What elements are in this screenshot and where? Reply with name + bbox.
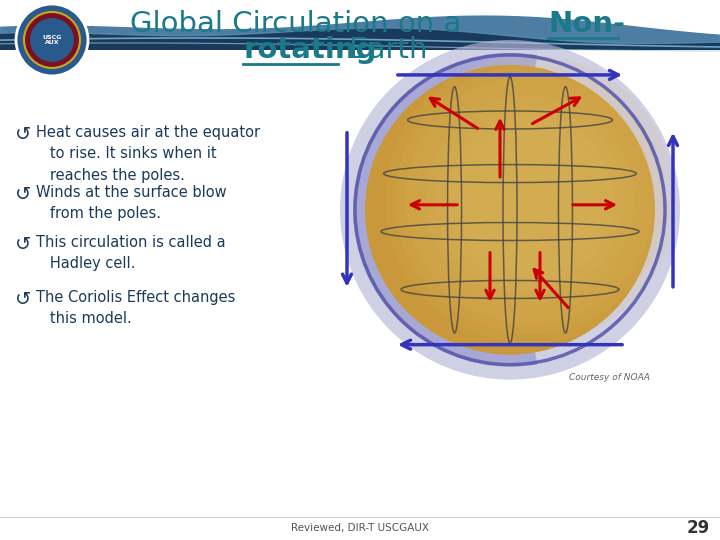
Circle shape — [365, 65, 655, 355]
Text: ↺: ↺ — [15, 125, 32, 144]
Text: The Coriolis Effect changes
   this model.: The Coriolis Effect changes this model. — [36, 290, 235, 326]
Circle shape — [456, 126, 604, 274]
Circle shape — [395, 65, 665, 334]
Wedge shape — [353, 53, 537, 367]
Circle shape — [446, 116, 614, 284]
Text: Reviewed, DIR-T USCGAUX: Reviewed, DIR-T USCGAUX — [291, 523, 429, 534]
Text: Global Circulation on a: Global Circulation on a — [130, 10, 471, 38]
Text: USCG
AUX: USCG AUX — [42, 35, 62, 45]
Text: Heat causes air at the equator
   to rise. It sinks when it
   reaches the poles: Heat causes air at the equator to rise. … — [36, 125, 260, 183]
Circle shape — [426, 96, 634, 304]
Circle shape — [385, 55, 675, 345]
Circle shape — [340, 40, 680, 380]
Circle shape — [24, 12, 80, 68]
Circle shape — [436, 106, 624, 294]
Text: rotating: rotating — [243, 36, 377, 64]
Circle shape — [405, 75, 654, 325]
Text: Courtesy of NOAA: Courtesy of NOAA — [569, 373, 650, 382]
Text: Earth: Earth — [340, 36, 428, 64]
Text: ↺: ↺ — [15, 290, 32, 309]
Text: ↺: ↺ — [15, 235, 32, 254]
Text: ↺: ↺ — [15, 185, 32, 204]
Text: Winds at the surface blow
   from the poles.: Winds at the surface blow from the poles… — [36, 185, 227, 221]
FancyBboxPatch shape — [0, 0, 720, 50]
Circle shape — [16, 4, 88, 76]
Text: 29: 29 — [686, 519, 710, 537]
Circle shape — [30, 18, 74, 62]
Circle shape — [415, 85, 644, 314]
Text: Non-: Non- — [548, 10, 625, 38]
Text: This circulation is called a
   Hadley cell.: This circulation is called a Hadley cell… — [36, 235, 225, 272]
